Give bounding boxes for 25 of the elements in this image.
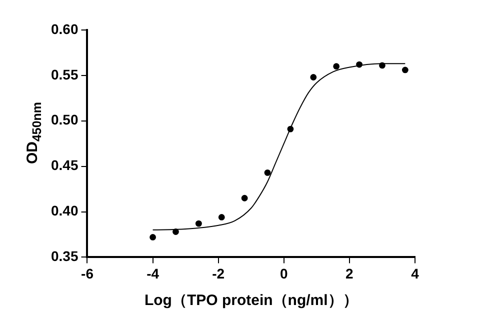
point <box>195 220 202 227</box>
y-tick-label: 0.50 <box>51 112 78 128</box>
point <box>379 62 386 69</box>
point <box>333 63 340 70</box>
point <box>356 61 362 68</box>
x-tick-label: -6 <box>81 265 94 282</box>
x-tick-label: 0 <box>280 265 288 282</box>
point <box>287 126 294 132</box>
y-tick-label: 0.55 <box>51 66 78 82</box>
point <box>241 194 248 202</box>
y-tick-label: 0.45 <box>51 157 78 174</box>
x-tick-label: 2 <box>346 265 354 282</box>
x-tick-label: 4 <box>411 265 420 282</box>
point <box>264 169 271 176</box>
x-tick-label: -4 <box>146 265 160 282</box>
x-axis-title: Log（TPO protein（ng/ml）） <box>144 292 358 310</box>
point <box>310 74 317 80</box>
x-tick-label: -2 <box>212 265 225 282</box>
point <box>150 234 156 240</box>
point <box>172 228 179 235</box>
y-tick-label: 0.40 <box>51 202 78 219</box>
y-tick-label: 0.35 <box>51 248 78 264</box>
point <box>402 66 408 74</box>
point <box>218 214 225 220</box>
y-tick-label: 0.60 <box>51 20 78 37</box>
